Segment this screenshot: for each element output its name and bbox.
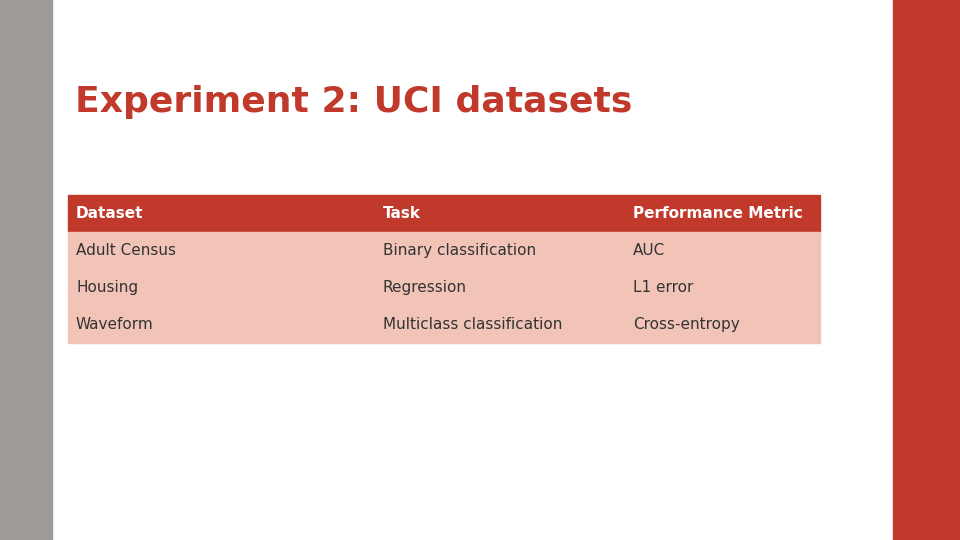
Text: Task: Task	[383, 206, 421, 221]
Text: Regression: Regression	[383, 280, 467, 295]
Bar	[375, 306, 625, 343]
Text: Cross-entropy: Cross-entropy	[633, 317, 740, 332]
Bar	[625, 195, 820, 232]
Bar	[625, 269, 820, 306]
Bar	[68, 195, 375, 232]
Text: L1 error: L1 error	[633, 280, 693, 295]
Text: Binary classification: Binary classification	[383, 243, 536, 258]
Bar	[375, 195, 625, 232]
Text: AUC: AUC	[633, 243, 665, 258]
Bar	[375, 269, 625, 306]
Text: Housing: Housing	[76, 280, 138, 295]
Text: Multiclass classification: Multiclass classification	[383, 317, 563, 332]
Text: Adult Census: Adult Census	[76, 243, 176, 258]
Bar	[68, 232, 375, 269]
Text: Experiment 2: UCI datasets: Experiment 2: UCI datasets	[75, 85, 633, 119]
Text: Performance Metric: Performance Metric	[633, 206, 803, 221]
Bar	[68, 306, 375, 343]
Text: Dataset: Dataset	[76, 206, 143, 221]
Bar	[68, 269, 375, 306]
Bar	[375, 232, 625, 269]
Bar	[625, 232, 820, 269]
Bar	[625, 306, 820, 343]
Text: Waveform: Waveform	[76, 317, 154, 332]
